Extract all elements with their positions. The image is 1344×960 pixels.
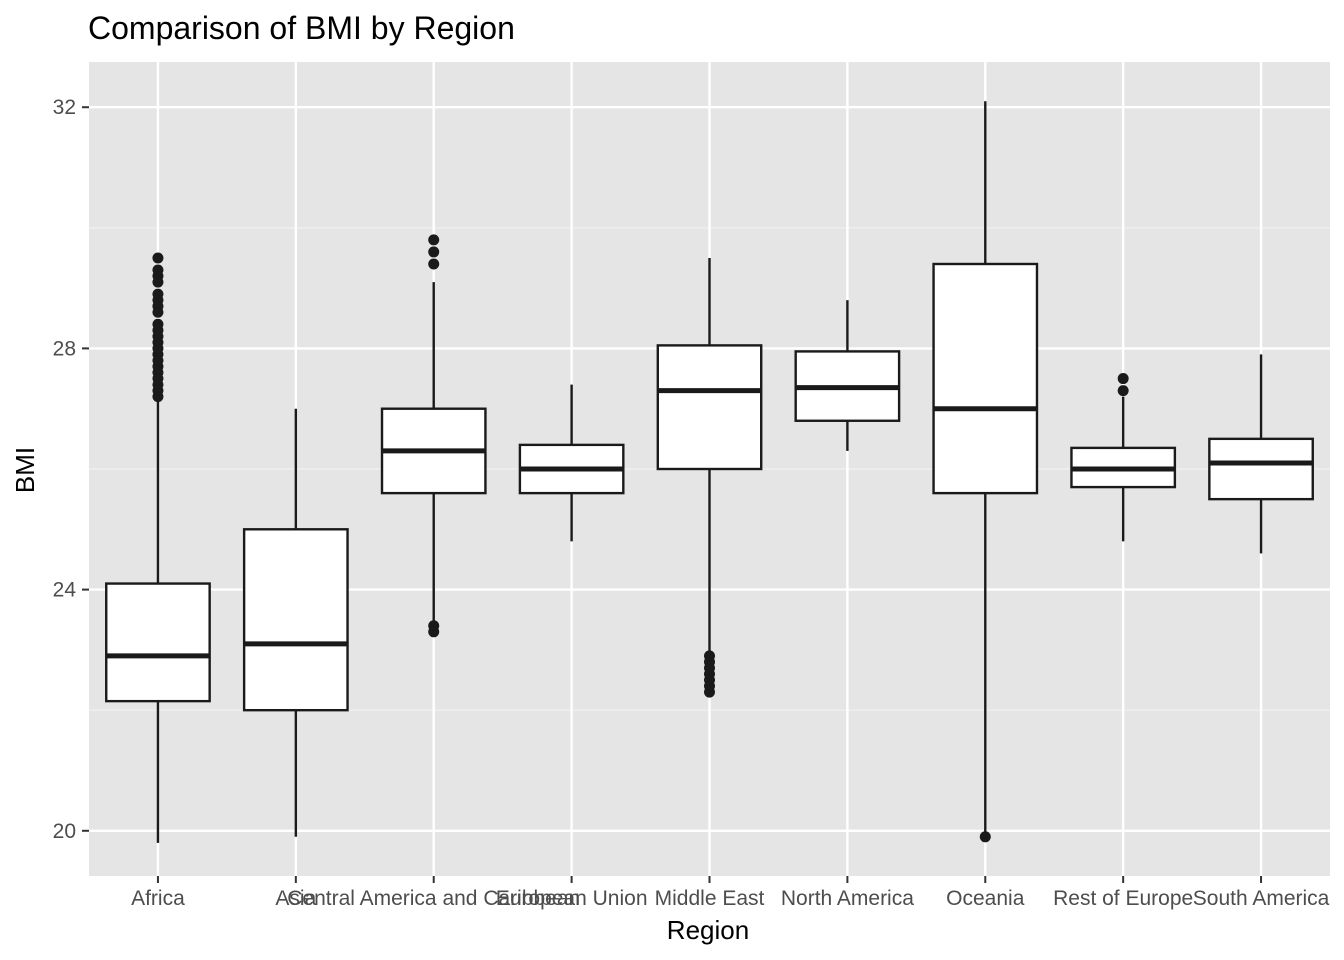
outlier-point bbox=[152, 318, 164, 330]
box-group bbox=[1070, 373, 1177, 542]
y-tick-label: 24 bbox=[53, 579, 77, 602]
outlier-point bbox=[1117, 385, 1129, 397]
x-axis-title: Region bbox=[667, 915, 749, 945]
y-axis-title: BMI bbox=[10, 447, 40, 493]
x-tick-label: Africa bbox=[131, 887, 185, 910]
y-tick-label: 20 bbox=[53, 820, 76, 843]
box-group bbox=[242, 408, 349, 837]
box-group bbox=[932, 101, 1039, 843]
outlier-point bbox=[979, 831, 991, 843]
outlier-point bbox=[152, 252, 164, 264]
x-tick-label: Asia bbox=[275, 887, 316, 910]
x-tick-label: South America bbox=[1193, 887, 1330, 910]
outlier-point bbox=[428, 620, 440, 632]
x-tick-label: Middle East bbox=[655, 887, 765, 910]
outlier-point bbox=[152, 264, 164, 276]
x-tick-label: Oceania bbox=[946, 887, 1025, 910]
box-iqr bbox=[1208, 437, 1314, 501]
x-tick-label: Central America and Caribbean bbox=[287, 887, 580, 910]
box-group bbox=[1208, 354, 1314, 554]
y-tick-label: 32 bbox=[53, 96, 76, 119]
outlier-point bbox=[428, 258, 440, 270]
box-group bbox=[105, 252, 211, 843]
x-tick-label: European Union bbox=[496, 887, 648, 910]
outlier-point bbox=[152, 288, 164, 300]
x-tick-label: Rest of Europe bbox=[1053, 887, 1193, 910]
box-iqr bbox=[656, 344, 763, 471]
chart-title: Comparison of BMI by Region bbox=[88, 10, 515, 46]
box-iqr bbox=[242, 528, 349, 712]
outlier-point bbox=[428, 246, 440, 258]
box-iqr bbox=[932, 262, 1039, 495]
y-tick-label: 28 bbox=[53, 337, 76, 360]
box-group bbox=[794, 300, 901, 451]
box-group bbox=[380, 234, 487, 638]
box-series bbox=[105, 101, 1314, 843]
x-tick-label: North America bbox=[781, 887, 914, 910]
outlier-point bbox=[428, 234, 440, 246]
box-group bbox=[656, 257, 763, 698]
box-iqr bbox=[105, 582, 211, 703]
outlier-point bbox=[704, 650, 715, 662]
y-axis: 20 24 28 32 bbox=[53, 96, 89, 843]
outlier-point bbox=[1117, 373, 1129, 385]
box-group bbox=[518, 384, 625, 542]
